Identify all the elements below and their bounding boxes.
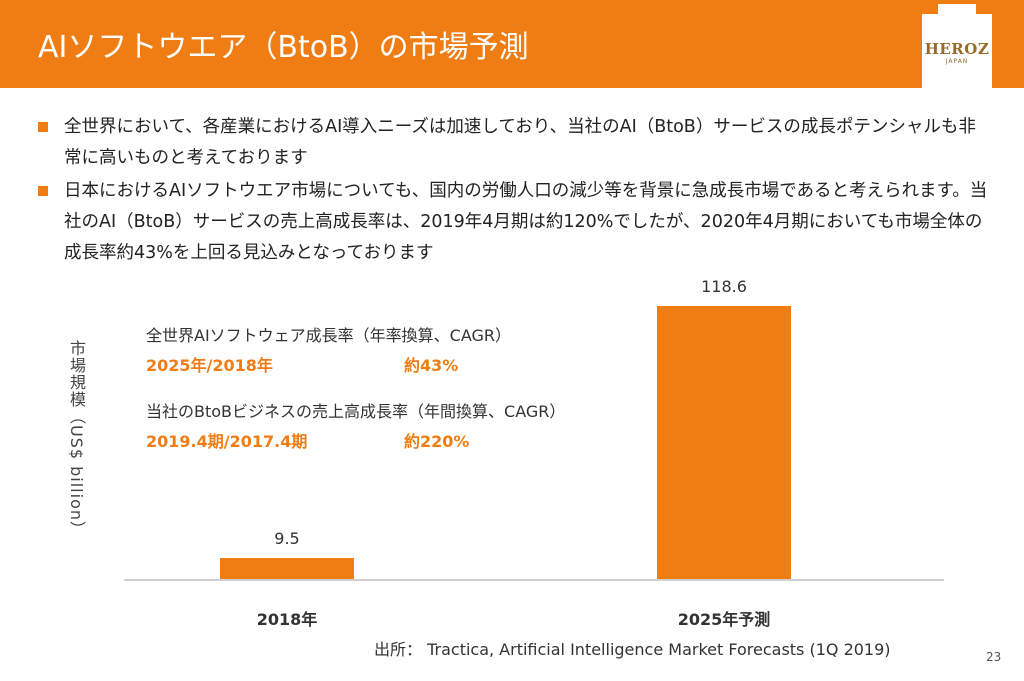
company-growth-value: 約220%	[404, 432, 470, 451]
logo-subtext: JAPAN	[945, 58, 969, 65]
data-label-0: 9.5	[274, 529, 299, 548]
bar-1	[657, 306, 791, 580]
bullet-marker	[38, 186, 48, 196]
bullet-marker	[38, 122, 48, 132]
x-tick-label-1: 2025年予測	[678, 610, 771, 629]
company-growth-period: 2019.4期/2017.4期	[146, 432, 308, 451]
page-number: 23	[986, 650, 1002, 664]
source-note: 出所： Tractica, Artificial Intelligence Ma…	[374, 640, 891, 659]
bullet-list: 全世界において、各産業におけるAI導入ニーズは加速しており、当社のAI（BtoB…	[38, 112, 988, 271]
global-growth-period: 2025年/2018年	[146, 356, 273, 375]
global-growth-value: 約43%	[404, 356, 459, 375]
bar-0	[220, 558, 354, 580]
page-title: AIソフトウエア（BtoB）の市場予測	[38, 30, 529, 65]
bullet-text: 日本におけるAIソフトウエア市場についても、国内の労働人口の減少等を背景に急成長…	[64, 181, 988, 263]
heroz-logo: HEROZ JAPAN	[918, 0, 996, 88]
header-bar: AIソフトウエア（BtoB）の市場予測 HEROZ JAPAN	[0, 0, 1024, 88]
y-axis-label: 市場規模（US$ billion）	[67, 340, 86, 538]
x-tick-label-0: 2018年	[257, 610, 318, 629]
bullet-item: 全世界において、各産業におけるAI導入ニーズは加速しており、当社のAI（BtoB…	[38, 112, 988, 174]
company-growth-title: 当社のBtoBビジネスの売上高成長率（年間換算、CAGR）	[146, 402, 566, 421]
logo-badge-shape	[922, 4, 992, 88]
bullet-text: 全世界において、各産業におけるAI導入ニーズは加速しており、当社のAI（BtoB…	[64, 117, 976, 168]
logo-text: HEROZ	[924, 40, 990, 58]
data-label-1: 118.6	[701, 277, 747, 296]
global-growth-title: 全世界AIソフトウェア成長率（年率換算、CAGR）	[146, 326, 512, 345]
bullet-item: 日本におけるAIソフトウエア市場についても、国内の労働人口の減少等を背景に急成長…	[38, 176, 988, 269]
